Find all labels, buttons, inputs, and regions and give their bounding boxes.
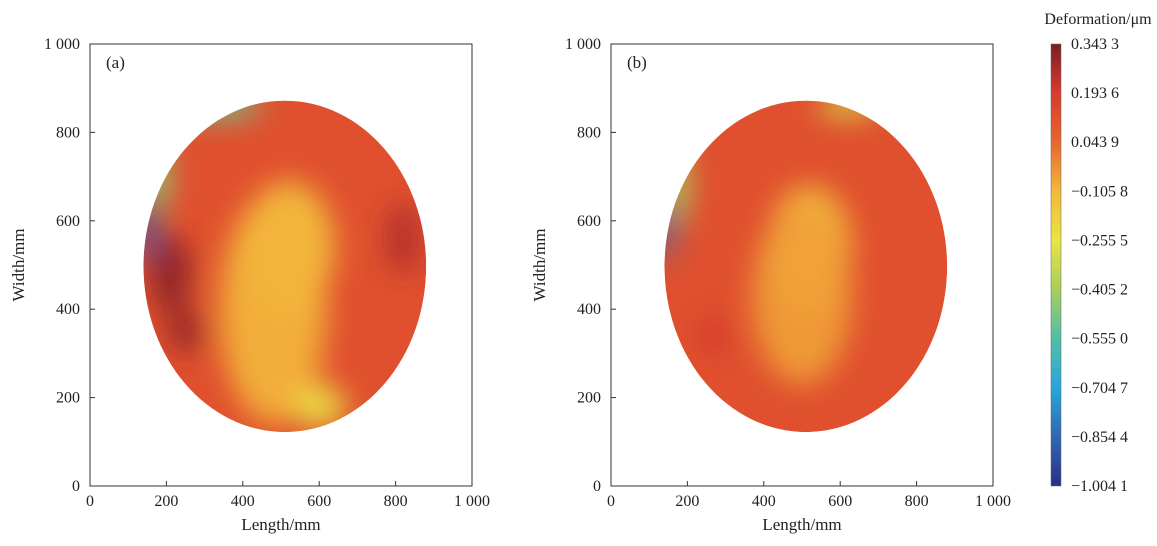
- x-tick-label: 800: [905, 493, 929, 510]
- plot-frame-b: [610, 43, 994, 487]
- heatmap-feature: [664, 145, 690, 226]
- y-ticks-b: 0 200 400 600 800 1 000: [565, 36, 616, 495]
- colorbar-tick-label: 0.193 6: [1071, 85, 1119, 102]
- y-tick-label: 0: [72, 478, 80, 495]
- x-tick-label: 600: [307, 493, 331, 510]
- heatmap-feature: [149, 234, 192, 314]
- x-axis-label-b: Length/mm: [762, 515, 841, 534]
- heatmap-feature: [817, 100, 879, 117]
- x-tick-label: 200: [154, 493, 178, 510]
- x-tick-label: 0: [607, 493, 615, 510]
- colorbar: Deformation/μm 0.343 3 0.193 6 0.043 9 −0.1…: [1044, 11, 1152, 495]
- x-tick-label: 400: [231, 493, 255, 510]
- x-tick-label: 600: [828, 493, 852, 510]
- colorbar-tick-label: −1.004 1: [1071, 478, 1128, 495]
- panel-b: 0 200 400 600 800 1 000 0 200 400 600 800 1 000 (b…: [530, 36, 1011, 534]
- y-tick-label: 400: [56, 301, 80, 318]
- y-tick-label: 1 000: [44, 36, 80, 53]
- heatmap-feature: [752, 207, 852, 385]
- y-tick-label: 600: [56, 213, 80, 230]
- x-tick-label: 1 000: [454, 493, 490, 510]
- heatmap-feature: [166, 309, 205, 354]
- heatmap-feature: [170, 100, 262, 120]
- y-tick-label: 400: [577, 301, 601, 318]
- heatmap-feature: [386, 203, 421, 274]
- y-tick-label: 0: [593, 478, 601, 495]
- colorbar-tick-label: −0.854 4: [1071, 429, 1128, 446]
- y-ticks-a: 0 200 400 600 800 1 000: [44, 36, 95, 495]
- x-tick-label: 0: [86, 493, 94, 510]
- y-axis-label-b: Width/mm: [530, 229, 549, 302]
- panel-label-b: (b): [627, 53, 647, 72]
- heatmap-b: [664, 100, 948, 433]
- colorbar-ticks: 0.343 3 0.193 6 0.043 9 −0.105 8 −0.255 5 −0.…: [1071, 36, 1128, 495]
- colorbar-tick-label: −0.105 8: [1071, 183, 1128, 200]
- colorbar-tick-label: −0.405 2: [1071, 282, 1128, 299]
- panel-label-a: (a): [106, 53, 125, 72]
- colorbar-tick-label: 0.043 9: [1071, 134, 1119, 151]
- y-tick-label: 200: [577, 390, 601, 407]
- heatmap-feature: [696, 315, 732, 356]
- colorbar-tick-label: −0.704 7: [1071, 380, 1128, 397]
- colorbar-tick-label: 0.343 3: [1071, 36, 1119, 53]
- x-tick-label: 200: [675, 493, 699, 510]
- panel-a: 0 200 400 600 800 1 000 0 200 400 600 800 1 000 (a…: [9, 36, 490, 534]
- y-tick-label: 1 000: [565, 36, 601, 53]
- y-tick-label: 800: [577, 124, 601, 141]
- heatmap-feature: [143, 141, 171, 212]
- y-axis-label-a: Width/mm: [9, 229, 28, 302]
- heatmap-a: [143, 100, 427, 433]
- colorbar-title: Deformation/μm: [1044, 11, 1152, 28]
- y-tick-label: 600: [577, 213, 601, 230]
- x-axis-label-a: Length/mm: [241, 515, 320, 534]
- heatmap-feature: [143, 198, 157, 261]
- x-tick-label: 800: [384, 493, 408, 510]
- colorbar-gradient: [1050, 43, 1062, 487]
- colorbar-tick-label: −0.555 0: [1071, 331, 1128, 348]
- x-ticks-b: 0 200 400 600 800 1 000: [607, 481, 1011, 510]
- heatmap-feature: [292, 384, 346, 429]
- y-tick-label: 800: [56, 124, 80, 141]
- y-tick-label: 200: [56, 390, 80, 407]
- plot-frame-a: [89, 43, 473, 487]
- heatmap-feature: [664, 198, 675, 261]
- x-tick-label: 400: [752, 493, 776, 510]
- x-tick-label: 1 000: [975, 493, 1011, 510]
- colorbar-tick-label: −0.255 5: [1071, 232, 1128, 249]
- x-ticks-a: 0 200 400 600 800 1 000: [86, 481, 490, 510]
- heatmap-feature: [219, 194, 327, 425]
